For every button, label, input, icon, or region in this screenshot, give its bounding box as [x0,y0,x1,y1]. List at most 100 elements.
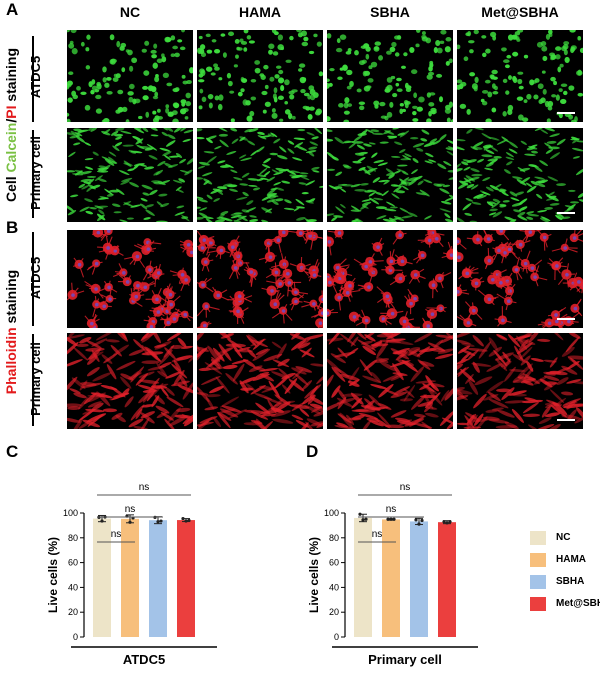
micrograph-phalloidin-primary-met-sbha [457,333,583,429]
panel-b-staining-label: Phalloidin staining [3,237,23,427]
micrograph-phalloidin-primary-nc [67,333,193,429]
micrograph-calcein-primary-nc [67,128,193,222]
chart-c-bar-hama [121,518,139,637]
micrograph-phalloidin-primary-sbha [327,333,453,429]
panel-label-b: B [6,218,19,237]
chart-d-data-point [442,520,446,524]
phalloidin-label: Phalloidin [3,327,19,395]
row-divider-atdc5-a [32,36,34,122]
chart-c-x-label: ATDC5 [123,652,165,667]
panel-label-a: A [6,0,19,19]
staining-prefix: Cell [3,172,19,203]
chart-d-y-tick-label: 0 [334,632,339,642]
chart-d-y-tick-label: 40 [329,582,339,592]
chart-c-y-tick-label: 60 [68,558,78,568]
legend-label: SBHA [556,576,585,587]
row-label-atdc5-a: ATDC5 [28,55,43,99]
chart-d-y-tick-label: 20 [329,607,339,617]
chart-c-y-tick-label: 80 [68,533,78,543]
chart-c-y-tick-label: 100 [63,508,78,518]
chart-c-data-point [159,519,163,523]
legend-label: Met@SBHA [556,598,600,609]
chart-d-bar-met-sbha [438,522,456,637]
panel-a-staining-label: Cell Calcein/PI staining [3,30,23,220]
staining-suffix: staining [3,47,19,106]
micrograph-calcein-atdc5-met-sbha [457,30,583,122]
chart-c-significance-label: ns [125,504,136,515]
chart-d-data-point [445,521,449,525]
chart-c-y-tick-label: 0 [73,632,78,642]
column-header-nc: NC [119,4,141,20]
chart-c-y-tick-label: 40 [68,582,78,592]
chart-d-data-point [448,520,452,524]
chart-c-significance-label: ns [139,482,150,493]
scale-bar [557,112,575,114]
legend: NC HAMA SBHA Met@SBHA [530,531,600,611]
micrograph-calcein-primary-sbha [327,128,453,222]
chart-c-data-point [187,518,191,523]
scale-bar [557,318,575,320]
micrograph-phalloidin-atdc5-hama [197,230,323,328]
column-header-sbha: SBHA [370,4,410,20]
row-label-primary-b: Primary cell [28,342,43,416]
chart-c-data-point [156,520,160,524]
chart-d-data-point [417,522,421,526]
micrograph-calcein-primary-hama [197,128,323,222]
micrograph-phalloidin-atdc5-nc [67,230,193,328]
chart-d-y-tick-label: 80 [329,533,339,543]
chart-d-data-point [389,517,393,521]
chart-d-data-point [392,517,396,521]
panel-label-c: C [6,442,19,461]
chart-d-y-tick-label: 60 [329,558,339,568]
micrograph-calcein-atdc5-hama [197,30,323,122]
chart-d-data-point [386,517,390,521]
legend-label: HAMA [556,554,586,565]
pi-label: PI [3,105,19,119]
micrograph-calcein-atdc5-nc [67,30,193,122]
column-header-met-sbha: Met@SBHA [481,4,559,20]
chart-d-bar-nc [354,517,372,637]
micrograph-calcein-primary-met-sbha [457,128,583,222]
chart-d-significance-label: ns [400,482,411,493]
column-header-hama: HAMA [239,4,281,20]
legend-swatch [530,575,546,589]
chart-c-y-tick-label: 20 [68,607,78,617]
row-label-atdc5-b: ATDC5 [28,256,43,300]
row-label-primary-a: Primary cell [28,136,43,210]
row-divider-atdc5-b [32,232,34,326]
chart-d-data-point [420,518,424,523]
chart-c-y-label: Live cells (%) [46,537,60,613]
chart-d-x-label: Primary cell [368,652,442,667]
legend-label: NC [556,532,571,543]
micrograph-calcein-atdc5-sbha [327,30,453,122]
legend-swatch [530,597,546,611]
micrograph-phalloidin-primary-hama [197,333,323,429]
legend-swatch [530,531,546,545]
row-divider-primary-a [32,130,34,218]
calcein-label: Calcein [3,122,19,173]
micrograph-phalloidin-atdc5-met-sbha [457,230,583,328]
chart-c-bar-sbha [149,520,167,637]
chart-c-data-point [184,519,188,523]
scale-bar [557,212,575,214]
chart-d-data-point [358,512,362,516]
chart-d-bar-hama [382,519,400,637]
row-divider-primary-b [32,334,34,426]
chart-d-data-point [361,518,365,522]
chart-d-y-label: Live cells (%) [307,537,321,613]
chart-d-data-point [414,518,418,522]
chart-d-significance-label: ns [372,529,383,540]
chart-d-y-tick-label: 100 [324,508,339,518]
panel-label-d: D [306,442,319,461]
chart-c-bar-met-sbha [177,520,195,637]
chart-c-data-point [181,516,185,521]
micrograph-phalloidin-atdc5-sbha [327,230,453,328]
slash: / [3,118,19,123]
legend-swatch [530,553,546,567]
chart-d-data-point [364,517,368,521]
chart-c-bar-nc [93,518,111,637]
chart-c-data-point [100,519,104,523]
chart-d-significance-label: ns [386,504,397,515]
